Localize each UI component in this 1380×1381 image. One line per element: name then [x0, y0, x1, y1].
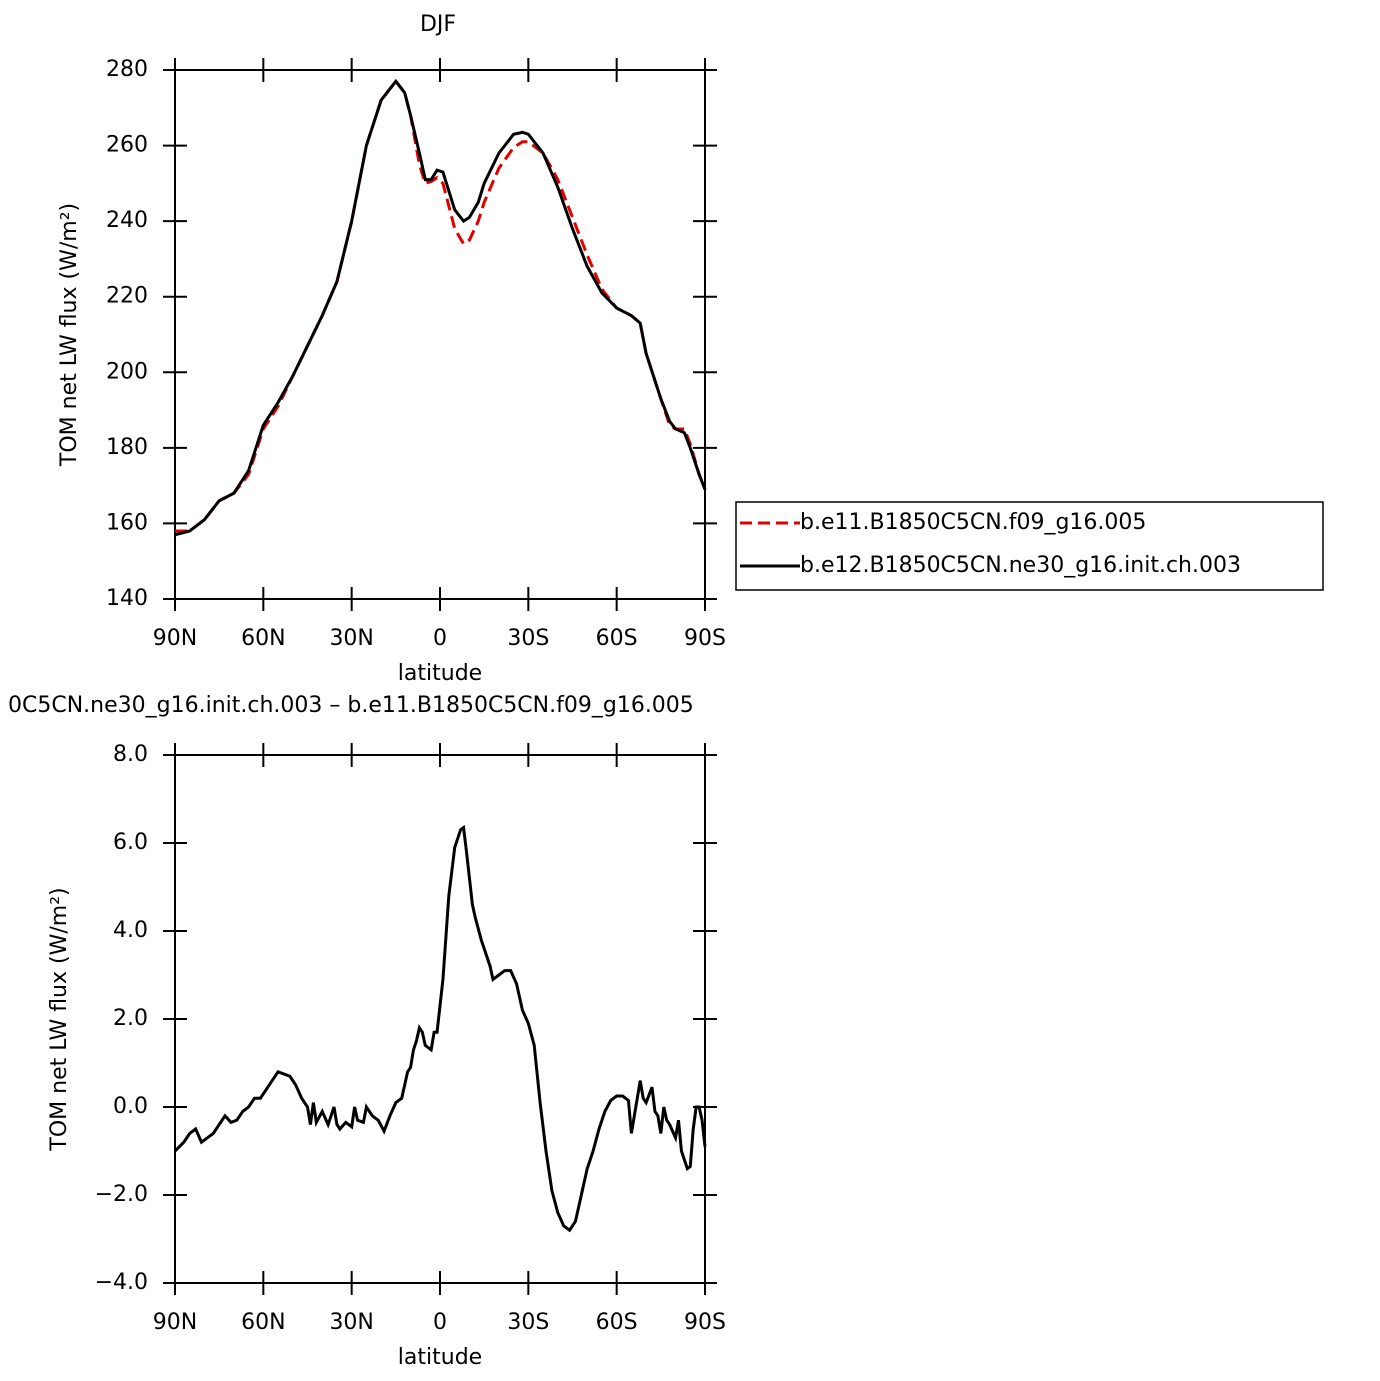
y-axis-label: TOM net LW flux (W/m²): [47, 887, 72, 1151]
x-tick-label: 60N: [241, 626, 285, 651]
y-tick-label: 220: [106, 284, 148, 309]
y-tick-label: 180: [106, 435, 148, 460]
y-tick-label: 0.0: [113, 1094, 148, 1119]
y-tick-label: −2.0: [95, 1182, 148, 1207]
x-tick-label: 90S: [684, 626, 726, 651]
x-tick-label: 60S: [596, 1310, 638, 1335]
y-tick-label: 160: [106, 510, 148, 535]
x-axis-label: latitude: [398, 1345, 482, 1370]
x-tick-label: 60S: [596, 626, 638, 651]
y-tick-label: −4.0: [95, 1270, 148, 1295]
x-tick-label: 30S: [507, 626, 549, 651]
data-line: [174, 78, 707, 537]
x-tick-label: 0: [433, 1310, 447, 1335]
plot-frame: [174, 69, 706, 600]
y-tick-label: 8.0: [113, 742, 148, 767]
y-tick-label: 2.0: [113, 1006, 148, 1031]
x-tick-label: 0: [433, 626, 447, 651]
y-axis-label: TOM net LW flux (W/m²): [57, 203, 82, 467]
y-tick-label: 140: [106, 586, 148, 611]
data-line: [175, 78, 707, 533]
x-axis-label: latitude: [398, 661, 482, 686]
x-tick-label: 90S: [684, 1310, 726, 1335]
x-tick-label: 30S: [507, 1310, 549, 1335]
y-tick-label: 280: [106, 57, 148, 82]
legend-label: b.e12.B1850C5CN.ne30_g16.init.ch.003: [800, 553, 1241, 578]
x-tick-label: 90N: [153, 1310, 197, 1335]
x-tick-label: 30N: [329, 626, 373, 651]
chart-title: DJF: [420, 12, 456, 37]
y-tick-label: 4.0: [113, 918, 148, 943]
legend-label: b.e11.B1850C5CN.f09_g16.005: [800, 510, 1146, 535]
chart-title: 0C5CN.ne30_g16.init.ch.003 – b.e11.B1850…: [8, 693, 694, 718]
y-tick-label: 240: [106, 208, 148, 233]
data-line: [173, 824, 707, 1233]
x-tick-label: 30N: [329, 1310, 373, 1335]
y-tick-label: 6.0: [113, 830, 148, 855]
legend-box: [735, 501, 1324, 591]
y-tick-label: 200: [106, 359, 148, 384]
y-tick-label: 260: [106, 133, 148, 158]
x-tick-label: 60N: [241, 1310, 285, 1335]
x-tick-label: 90N: [153, 626, 197, 651]
